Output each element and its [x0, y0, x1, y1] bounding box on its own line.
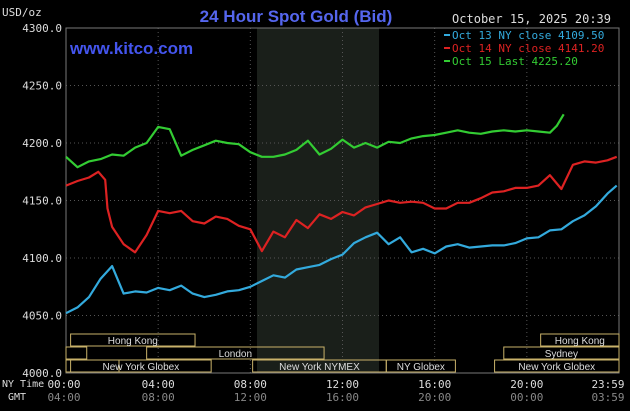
- gmt-tick-label-6: 03:59: [591, 391, 624, 404]
- session-box-4: [70, 359, 212, 373]
- ny-tick-label-6: 23:59: [591, 378, 624, 391]
- series-line-3: [65, 113, 565, 169]
- ny-tick-label-2: 08:00: [234, 378, 267, 391]
- legend-entry-2: Oct 14 NY close 4141.20: [452, 42, 604, 55]
- gmt-tick-label-0: 04:00: [47, 391, 80, 404]
- y-tick-label-3: 4150.0: [22, 195, 62, 208]
- session-label-3: Sydney: [545, 349, 578, 360]
- session-label-5: New York NYMEX: [279, 362, 360, 373]
- y-tick-label-5: 4250.0: [22, 80, 62, 93]
- y-tick-label-6: 4300.0: [22, 22, 62, 35]
- y-tick-label-0: 4000.0: [22, 367, 62, 380]
- session-label-0: Hong Kong: [108, 336, 158, 347]
- plot-frame: [65, 27, 620, 374]
- series-layer: [65, 113, 618, 315]
- session-label-7: New York Globex: [518, 362, 595, 373]
- ny-tick-label-3: 12:00: [326, 378, 359, 391]
- gmt-row-label: GMT: [8, 392, 26, 403]
- session-box-1: [540, 333, 620, 347]
- session-label-2: London: [219, 349, 252, 360]
- gmt-tick-label-5: 00:00: [510, 391, 543, 404]
- session-box-0: [70, 333, 196, 347]
- kitco-watermark: www.kitco.com: [69, 39, 193, 58]
- session-spacer-0: [65, 346, 88, 360]
- series-line-1: [65, 184, 618, 315]
- gmt-tick-label-3: 16:00: [326, 391, 359, 404]
- chart-title: 24 Hour Spot Gold (Bid): [200, 7, 393, 26]
- series-line-2: [65, 155, 618, 254]
- ny-tick-label-5: 20:00: [510, 378, 543, 391]
- gmt-tick-label-2: 12:00: [234, 391, 267, 404]
- y-tick-label-2: 4100.0: [22, 252, 62, 265]
- session-box-7: [494, 359, 620, 373]
- y-tick-label-1: 4050.0: [22, 310, 62, 323]
- ny-tick-label-0: 00:00: [47, 378, 80, 391]
- ny-time-row-label: NY Time: [2, 379, 44, 390]
- session-label-6: NY Globex: [397, 362, 445, 373]
- ny-tick-label-1: 04:00: [142, 378, 175, 391]
- session-box-3: [503, 346, 620, 360]
- timestamp: October 15, 2025 20:39: [452, 12, 611, 26]
- gmt-tick-label-1: 08:00: [142, 391, 175, 404]
- legend-entry-3: Oct 15 Last 4225.20: [452, 55, 578, 68]
- y-tick-label-4: 4200.0: [22, 137, 62, 150]
- legend-entry-1: Oct 13 NY close 4109.50: [452, 29, 604, 42]
- session-label-1: Hong Kong: [555, 336, 605, 347]
- session-box-2: [146, 346, 325, 360]
- session-label-4: New York Globex: [103, 362, 180, 373]
- ny-tick-label-4: 16:00: [418, 378, 451, 391]
- y-axis: 4000.0 4050.0 4100.0 4150.0 4200.0 4250.0 4300…: [22, 22, 62, 380]
- market-sessions: Hong Kong Hong Kong London Sydney New York G…: [65, 333, 620, 373]
- x-axis: 00:0004:0004:0008:0008:0012:0012:0016:00…: [47, 378, 624, 404]
- session-box-6: [385, 359, 456, 373]
- unit-label: USD/oz: [2, 6, 42, 19]
- gmt-tick-label-4: 20:00: [418, 391, 451, 404]
